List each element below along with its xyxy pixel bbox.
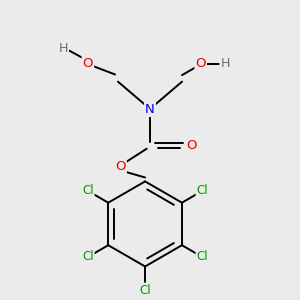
Text: O: O — [115, 160, 126, 173]
Text: H: H — [58, 42, 68, 56]
Text: O: O — [186, 139, 197, 152]
Text: Cl: Cl — [82, 184, 94, 197]
Text: Cl: Cl — [82, 250, 94, 263]
Text: H: H — [220, 57, 230, 70]
Text: N: N — [145, 103, 155, 116]
Text: O: O — [196, 57, 206, 70]
Text: Cl: Cl — [196, 184, 208, 197]
Text: Cl: Cl — [139, 284, 151, 296]
Text: O: O — [82, 57, 93, 70]
Text: Cl: Cl — [196, 250, 208, 263]
